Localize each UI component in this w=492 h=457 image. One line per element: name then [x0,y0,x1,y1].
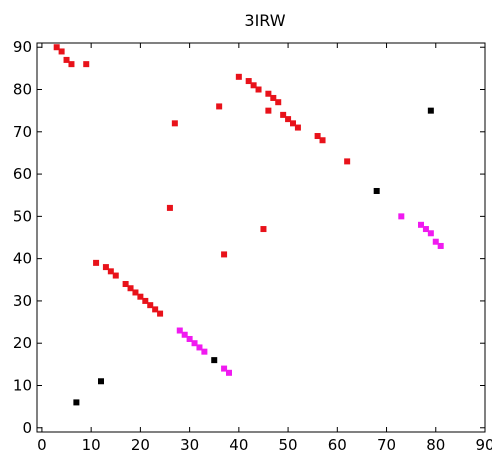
data-point [132,289,139,296]
data-point [176,327,183,334]
data-point [265,107,272,114]
data-point [255,86,262,93]
x-tick-label: 30 [180,436,199,454]
data-point [245,78,252,85]
y-tick-label: 20 [13,334,32,352]
data-point [418,221,424,228]
data-point [373,187,380,194]
data-point [181,331,188,338]
data-point [102,264,109,271]
y-tick-label: 50 [13,207,32,225]
data-point [127,285,134,292]
data-point [226,369,232,376]
data-point [427,107,434,114]
y-tick-label: 70 [13,123,32,141]
x-tick-label: 20 [131,436,150,454]
data-point [275,99,282,106]
data-point [98,378,104,385]
data-point [211,357,218,364]
data-point [191,340,198,347]
data-point [53,44,60,51]
data-point [422,226,429,233]
chart-title: 3IRW [244,11,285,30]
x-tick-label: 70 [377,436,396,454]
data-point [260,226,267,233]
data-point [235,73,242,80]
data-point [93,259,100,266]
x-tick-label: 90 [475,436,492,454]
data-point [398,213,405,220]
data-point [147,302,154,309]
data-point [196,344,203,351]
data-point [73,399,80,406]
data-point [221,365,228,372]
data-point [285,116,292,123]
data-point [166,204,173,211]
data-point [83,61,90,68]
data-point [221,251,228,258]
data-point [314,133,321,140]
x-tick-label: 10 [82,436,101,454]
y-tick-label: 10 [13,376,32,394]
y-tick-label: 80 [13,81,32,99]
data-point [112,272,119,279]
data-point [201,348,208,355]
data-point [171,120,178,127]
data-points [53,44,444,406]
y-axis: 0 10 20 30 40 50 60 70 80 90 [13,38,485,437]
plot-frame [36,42,486,433]
x-axis: 0 10 20 30 40 50 60 70 80 90 [37,43,492,454]
data-point [250,82,257,89]
data-point [437,242,444,249]
data-point [63,56,70,63]
data-point [270,94,277,101]
data-point [152,306,159,313]
data-point [294,124,301,131]
data-point [58,48,65,55]
x-tick-label: 50 [279,436,298,454]
y-tick-label: 30 [13,292,32,310]
data-point [216,103,223,110]
x-tick-label: 60 [328,436,347,454]
x-tick-label: 40 [229,436,248,454]
data-point [319,137,326,144]
data-point [157,310,164,317]
data-point [68,61,75,68]
data-point [107,268,114,275]
data-point [290,120,296,127]
y-tick-label: 0 [22,419,32,437]
x-tick-label: 0 [37,436,47,454]
data-point [344,158,351,165]
data-point [265,90,272,97]
data-point [142,297,149,304]
x-tick-label: 80 [426,436,445,454]
data-point [122,281,129,288]
y-tick-label: 60 [13,165,32,183]
data-point [186,335,193,342]
data-point [427,230,434,237]
data-point [280,111,287,118]
data-point [137,293,144,300]
data-point [432,238,439,245]
y-tick-label: 90 [13,38,32,56]
y-tick-label: 40 [13,250,32,268]
